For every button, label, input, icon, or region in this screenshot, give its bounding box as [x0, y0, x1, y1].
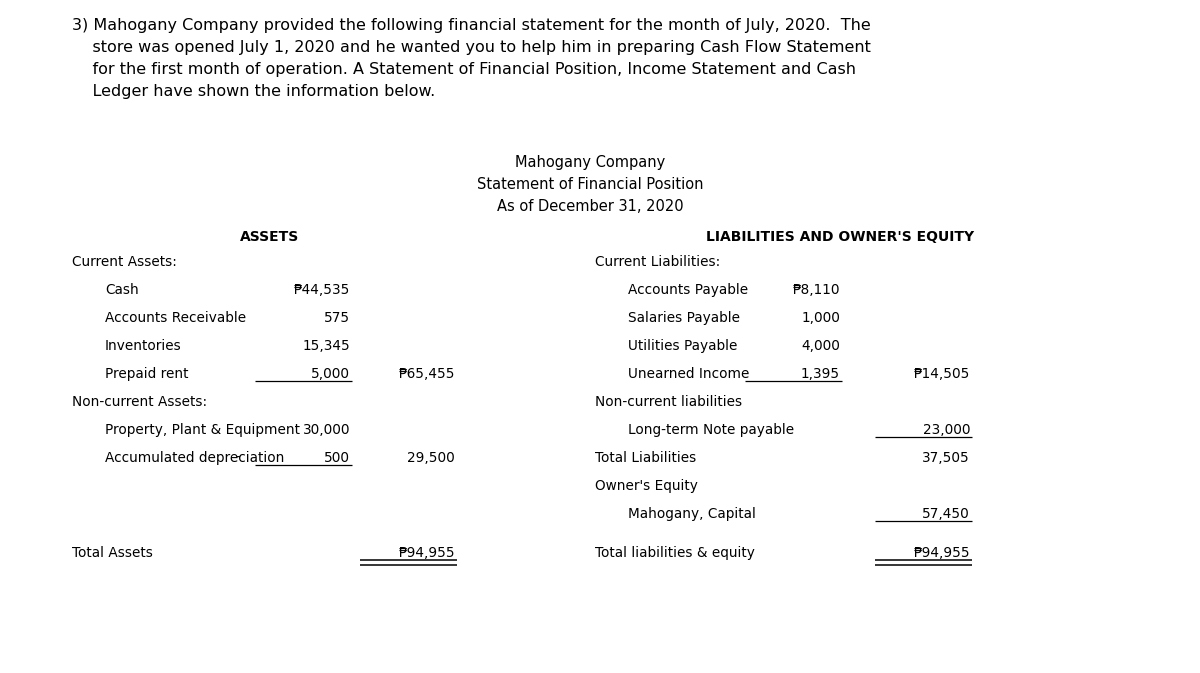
- Text: Accumulated depreciation: Accumulated depreciation: [106, 451, 284, 465]
- Text: ₱8,110: ₱8,110: [792, 283, 840, 297]
- Text: Prepaid rent: Prepaid rent: [106, 367, 188, 381]
- Text: 30,000: 30,000: [302, 423, 350, 437]
- Text: ₱44,535: ₱44,535: [294, 283, 350, 297]
- Text: 1,395: 1,395: [800, 367, 840, 381]
- Text: Salaries Payable: Salaries Payable: [628, 311, 740, 325]
- Text: Total Liabilities: Total Liabilities: [595, 451, 696, 465]
- Text: ASSETS: ASSETS: [240, 230, 300, 244]
- Text: 15,345: 15,345: [302, 339, 350, 353]
- Text: Utilities Payable: Utilities Payable: [628, 339, 737, 353]
- Text: Owner's Equity: Owner's Equity: [595, 479, 698, 493]
- Text: 575: 575: [324, 311, 350, 325]
- Text: Property, Plant & Equipment: Property, Plant & Equipment: [106, 423, 300, 437]
- Text: store was opened July 1, 2020 and he wanted you to help him in preparing Cash Fl: store was opened July 1, 2020 and he wan…: [72, 40, 871, 55]
- Text: Inventories: Inventories: [106, 339, 181, 353]
- Text: 5,000: 5,000: [311, 367, 350, 381]
- Text: 57,450: 57,450: [923, 507, 970, 521]
- Text: Non-current Assets:: Non-current Assets:: [72, 395, 208, 409]
- Text: 3) Mahogany Company provided the following financial statement for the month of : 3) Mahogany Company provided the followi…: [72, 18, 871, 33]
- Text: ₱65,455: ₱65,455: [398, 367, 455, 381]
- Text: Total liabilities & equity: Total liabilities & equity: [595, 546, 755, 560]
- Text: Non-current liabilities: Non-current liabilities: [595, 395, 742, 409]
- Text: ₱94,955: ₱94,955: [398, 546, 455, 560]
- Text: Mahogany, Capital: Mahogany, Capital: [628, 507, 756, 521]
- Text: 500: 500: [324, 451, 350, 465]
- Text: Cash: Cash: [106, 283, 139, 297]
- Text: 1,000: 1,000: [802, 311, 840, 325]
- Text: Ledger have shown the information below.: Ledger have shown the information below.: [72, 84, 436, 99]
- Text: 37,505: 37,505: [923, 451, 970, 465]
- Text: Mahogany Company: Mahogany Company: [515, 155, 665, 170]
- Text: Statement of Financial Position: Statement of Financial Position: [476, 177, 703, 192]
- Text: Unearned Income: Unearned Income: [628, 367, 749, 381]
- Text: for the first month of operation. A Statement of Financial Position, Income Stat: for the first month of operation. A Stat…: [72, 62, 856, 77]
- Text: Accounts Receivable: Accounts Receivable: [106, 311, 246, 325]
- Text: Long-term Note payable: Long-term Note payable: [628, 423, 794, 437]
- Text: Total Assets: Total Assets: [72, 546, 152, 560]
- Text: ₱94,955: ₱94,955: [913, 546, 970, 560]
- Text: -: -: [235, 451, 240, 465]
- Text: 29,500: 29,500: [407, 451, 455, 465]
- Text: Current Assets:: Current Assets:: [72, 255, 176, 269]
- Text: LIABILITIES AND OWNER'S EQUITY: LIABILITIES AND OWNER'S EQUITY: [706, 230, 974, 244]
- Text: 4,000: 4,000: [802, 339, 840, 353]
- Text: 23,000: 23,000: [923, 423, 970, 437]
- Text: ₱14,505: ₱14,505: [913, 367, 970, 381]
- Text: As of December 31, 2020: As of December 31, 2020: [497, 199, 683, 214]
- Text: Accounts Payable: Accounts Payable: [628, 283, 748, 297]
- Text: Current Liabilities:: Current Liabilities:: [595, 255, 720, 269]
